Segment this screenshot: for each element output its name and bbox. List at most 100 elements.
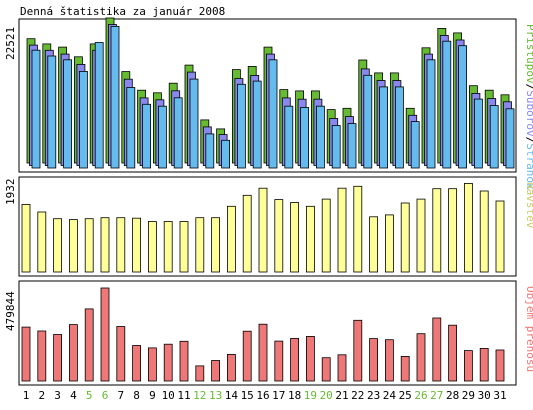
- x-day-label: 8: [133, 389, 140, 402]
- bar-pages: [252, 80, 262, 169]
- x-day-label: 6: [102, 389, 109, 402]
- bar-visits: [258, 187, 268, 273]
- x-day-label: 20: [320, 389, 333, 402]
- bar-visits: [305, 205, 315, 273]
- bar-pages: [458, 45, 468, 169]
- x-day-label: 26: [414, 389, 427, 402]
- bar-visits: [337, 187, 347, 273]
- x-day-label: 30: [478, 389, 491, 402]
- bar-kbytes: [400, 355, 410, 382]
- ylabel-max-top: 22521: [4, 27, 17, 60]
- bar-pages: [473, 98, 483, 169]
- bar-kbytes: [21, 326, 31, 382]
- bar-kbytes: [53, 334, 62, 382]
- x-day-label: 9: [149, 389, 156, 402]
- bar-kbytes: [195, 365, 205, 382]
- bar-pages: [331, 125, 341, 169]
- bar-visits: [211, 217, 221, 273]
- bar-kbytes: [432, 317, 442, 382]
- bar-kbytes: [305, 335, 315, 382]
- legend-bottom-right: Objem prenosu: [524, 286, 533, 372]
- bar-kbytes: [163, 343, 173, 382]
- x-day-label: 15: [241, 389, 254, 402]
- bar-visits: [100, 217, 110, 273]
- legend-pages: Stránok: [524, 143, 533, 190]
- bar-kbytes: [290, 337, 300, 382]
- bar-visits: [495, 200, 505, 273]
- bar-kbytes: [69, 324, 78, 382]
- bar-visits: [132, 217, 142, 273]
- bar-kbytes: [448, 324, 458, 382]
- bar-kbytes: [495, 349, 505, 382]
- bar-kbytes: [211, 360, 221, 382]
- x-axis-day-labels: 1 2 3 4 5 6 7 8 9 10 11 12 13 14 15 16 17 18 19 20 21 22 23 24 2…: [23, 389, 507, 402]
- legend-files: Súborov: [524, 90, 533, 137]
- bar-pages: [410, 121, 420, 169]
- x-day-label: 27: [430, 389, 443, 402]
- bar-kbytes: [37, 330, 47, 382]
- bar-visits: [147, 221, 157, 273]
- bar-visits: [116, 217, 126, 273]
- bar-visits: [369, 216, 379, 273]
- bar-kbytes: [147, 347, 157, 382]
- bar-kbytes: [179, 340, 189, 382]
- bar-visits: [226, 205, 236, 273]
- x-day-label: 28: [446, 389, 459, 402]
- bar-visits: [448, 188, 458, 273]
- bar-kbytes: [84, 308, 94, 382]
- bar-kbytes: [479, 347, 489, 382]
- bar-kbytes: [116, 326, 126, 382]
- x-day-label: 1: [23, 389, 30, 402]
- bar-visits: [242, 194, 252, 273]
- x-day-label: 17: [272, 389, 285, 402]
- bar-pages: [94, 42, 104, 169]
- x-day-label: 10: [162, 389, 175, 402]
- bar-pages: [236, 83, 246, 169]
- bar-visits: [290, 202, 300, 273]
- bar-visits: [37, 211, 47, 273]
- bar-kbytes: [242, 330, 252, 382]
- bar-visits: [21, 203, 31, 273]
- bar-visits: [384, 214, 394, 273]
- bar-pages: [300, 107, 310, 169]
- x-day-label: 22: [351, 389, 364, 402]
- bar-pages: [126, 87, 136, 169]
- bar-pages: [426, 59, 436, 169]
- bar-pages: [394, 86, 404, 169]
- bar-visits: [416, 198, 426, 273]
- bar-kbytes: [100, 287, 110, 382]
- x-day-label: 21: [335, 389, 348, 402]
- bar-pages: [205, 133, 215, 169]
- legend-separator: /: [524, 137, 533, 144]
- bar-pages: [189, 78, 199, 169]
- bar-pages: [142, 103, 152, 169]
- x-day-label: 18: [288, 389, 301, 402]
- bar-kbytes: [384, 339, 394, 382]
- legend-kbytes: Objem prenosu: [524, 286, 533, 372]
- bar-visits: [69, 219, 78, 273]
- panel-frame-top: [18, 18, 517, 173]
- bar-kbytes: [463, 350, 473, 382]
- bar-visits: [432, 188, 442, 273]
- bar-visits: [400, 202, 410, 273]
- bar-visits: [353, 185, 363, 273]
- chart-title: Denná štatistika za január 2008: [20, 5, 225, 18]
- bar-visits: [195, 217, 205, 273]
- bar-visits: [179, 221, 189, 273]
- x-day-label: 29: [462, 389, 475, 402]
- bar-pages: [221, 139, 231, 169]
- bar-pages: [347, 123, 357, 169]
- bar-pages: [379, 86, 389, 169]
- x-day-label: 31: [493, 389, 506, 402]
- x-day-label: 3: [54, 389, 61, 402]
- bar-visits: [84, 218, 94, 273]
- bar-pages: [47, 55, 57, 169]
- bar-pages: [284, 105, 294, 169]
- x-day-label: 19: [304, 389, 317, 402]
- bars-bottom-panel: [21, 287, 505, 382]
- bar-visits: [321, 198, 331, 273]
- bar-kbytes: [337, 354, 347, 382]
- x-day-label: 5: [86, 389, 93, 402]
- bar-pages: [489, 105, 499, 169]
